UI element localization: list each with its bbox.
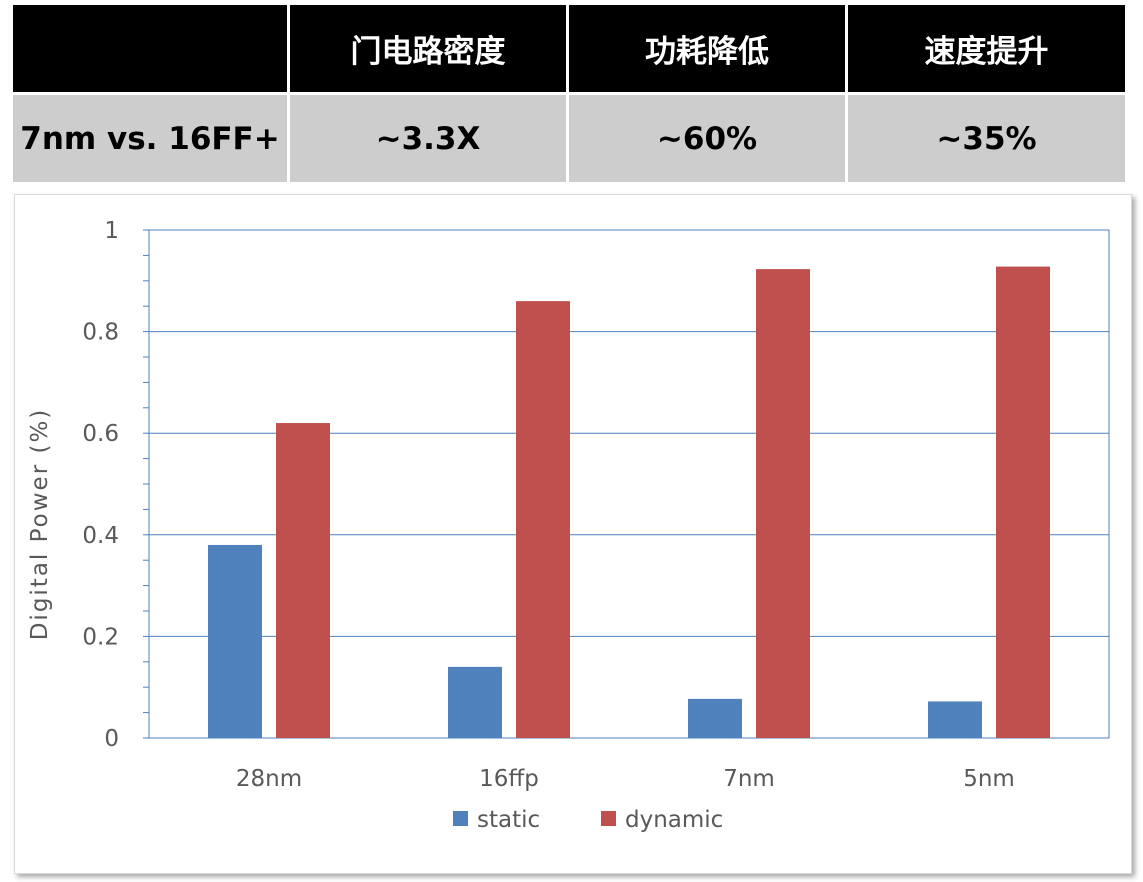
bar-dynamic (276, 423, 330, 738)
y-tick-label: 0.2 (82, 624, 119, 650)
y-tick-label: 0 (104, 726, 119, 752)
bar-dynamic (756, 269, 810, 738)
bar-static (688, 698, 742, 738)
y-tick-label: 0.8 (82, 320, 119, 346)
table-header-cell: 速度提升 (848, 5, 1125, 92)
table-cell: 7nm vs. 16FF+ (13, 95, 287, 182)
table-cell: ~35% (848, 95, 1125, 182)
x-tick-label: 28nm (236, 766, 302, 792)
table-header-row: 门电路密度 功耗降低 速度提升 (13, 5, 1125, 92)
x-tick-label: 7nm (723, 766, 775, 792)
bar-static (928, 701, 982, 738)
bar-static (448, 666, 502, 738)
y-tick-label: 0.6 (82, 421, 119, 447)
legend-swatch (453, 811, 468, 826)
bar-dynamic (516, 301, 570, 738)
y-axis-label: Digital Power (%) (27, 408, 53, 641)
bars-layer (208, 266, 1050, 738)
y-tick-label: 1 (104, 218, 119, 244)
bar-static (208, 544, 262, 738)
legend-label: dynamic (625, 807, 723, 833)
x-tick-label: 16ffp (479, 766, 539, 792)
table-row: 7nm vs. 16FF+ ~3.3X ~60% ~35% (13, 95, 1125, 182)
table-cell: ~3.3X (290, 95, 566, 182)
bar-chart: 0 0.2 0.4 0.6 0.8 1 28nm 16ffp 7nm 5nm Digital Po… (27, 218, 1110, 833)
bar-dynamic (996, 266, 1050, 738)
table-cell: ~60% (569, 95, 845, 182)
axis-layer: 0 0.2 0.4 0.6 0.8 1 28nm 16ffp 7nm 5nm (82, 218, 1014, 792)
x-tick-label: 5nm (963, 766, 1015, 792)
y-tick-label: 0.4 (82, 523, 119, 549)
legend-label: static (477, 807, 540, 833)
legend: static dynamic (453, 807, 723, 833)
legend-swatch (601, 811, 616, 826)
comparison-table: 门电路密度 功耗降低 速度提升 7nm vs. 16FF+ ~3.3X ~60%… (10, 2, 1128, 185)
table-header-cell (13, 5, 287, 92)
table-header-cell: 功耗降低 (569, 5, 845, 92)
table-header-cell: 门电路密度 (290, 5, 566, 92)
chart-frame: 0 0.2 0.4 0.6 0.8 1 28nm 16ffp 7nm 5nm Digital Po… (14, 194, 1132, 874)
